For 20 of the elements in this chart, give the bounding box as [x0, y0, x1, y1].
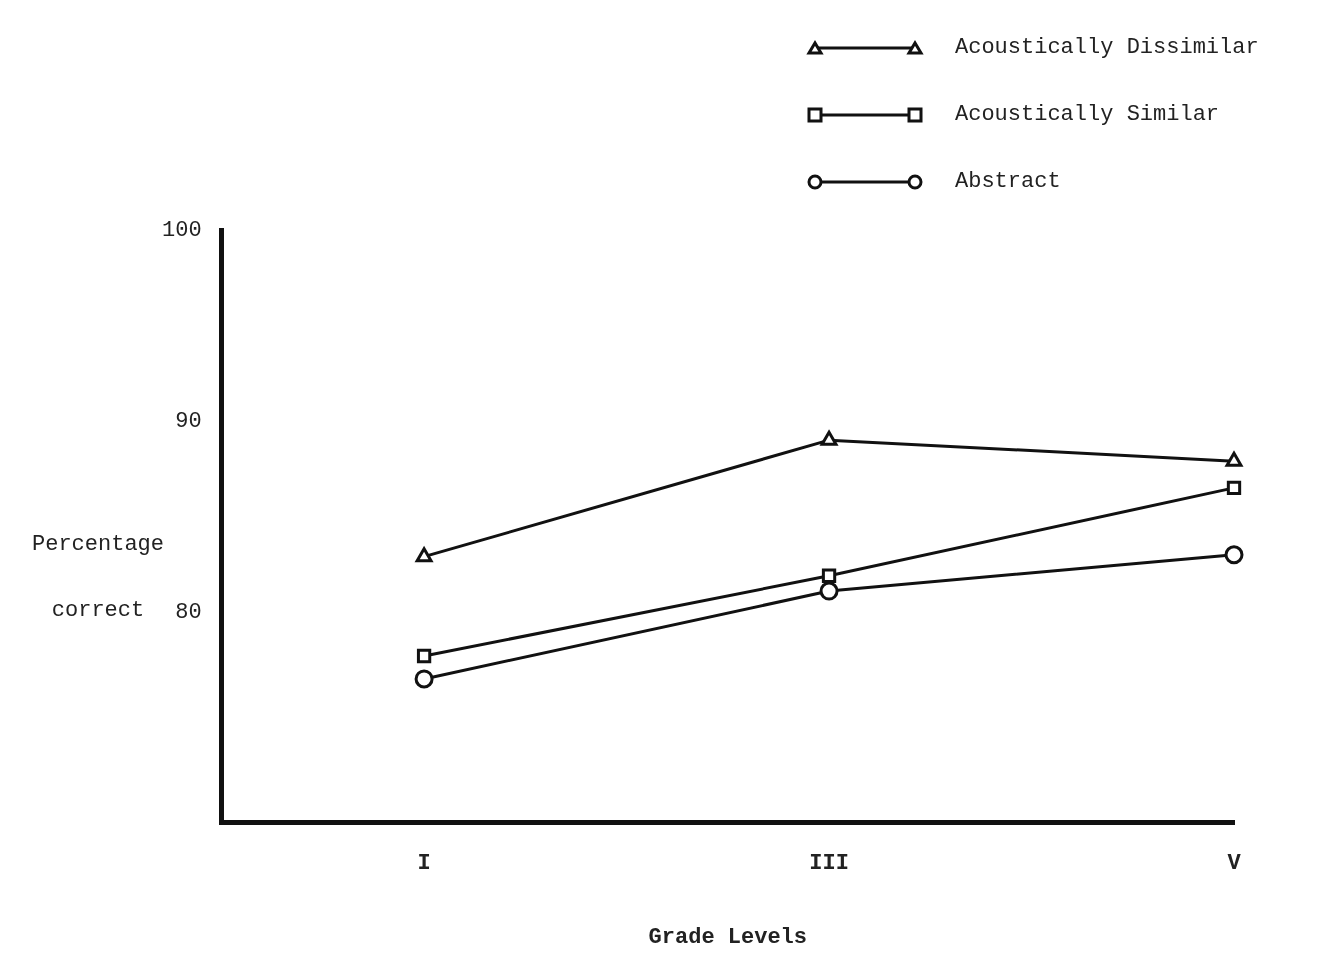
point: [1224, 545, 1244, 565]
legend-label: Acoustically Similar: [955, 102, 1220, 127]
point: [1225, 451, 1243, 467]
point: [821, 568, 837, 583]
y-tick-label: 100: [162, 217, 202, 243]
legend-label: Abstract: [955, 169, 1061, 194]
point: [819, 581, 839, 601]
legend-label: Acoustically Dissimilar: [955, 35, 1259, 60]
point: [416, 648, 432, 664]
point: [414, 669, 434, 689]
x-tick-label: III: [809, 850, 849, 876]
x-tick-label: I: [417, 850, 431, 876]
text: Percentage correct: [31, 532, 165, 623]
y-tick-label: 90: [175, 408, 202, 434]
point: [1226, 480, 1242, 496]
point: [820, 430, 838, 446]
x-tick-label: V: [1227, 850, 1242, 876]
y-tick-label: 80: [175, 599, 202, 625]
x-axis-title: Grade Levels: [648, 925, 808, 951]
point: [415, 547, 433, 563]
